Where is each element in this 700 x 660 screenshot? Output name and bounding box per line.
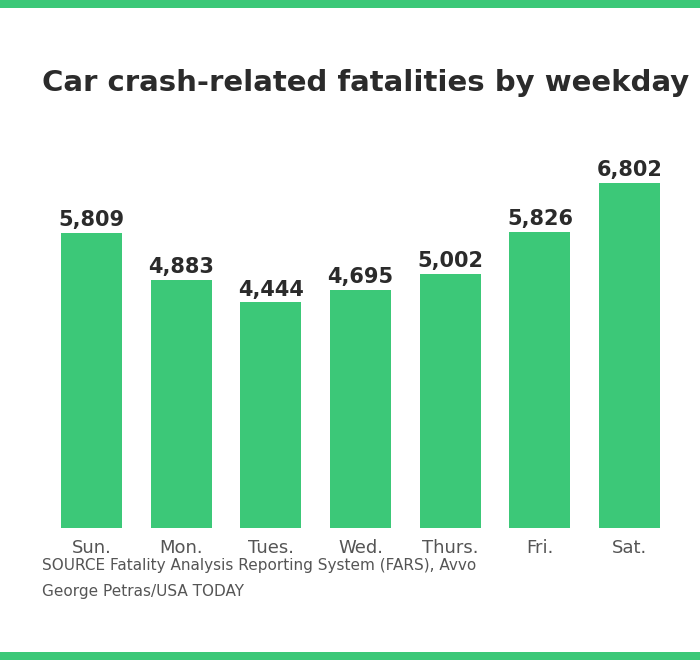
Text: SOURCE Fatality Analysis Reporting System (FARS), Avvo: SOURCE Fatality Analysis Reporting Syste… xyxy=(42,558,476,573)
Text: George Petras/USA TODAY: George Petras/USA TODAY xyxy=(42,584,244,599)
Bar xyxy=(420,274,481,528)
Text: Car crash-related fatalities by weekday in 2016: Car crash-related fatalities by weekday … xyxy=(42,69,700,97)
Bar xyxy=(510,232,570,528)
Text: 5,826: 5,826 xyxy=(507,209,573,230)
Text: 4,444: 4,444 xyxy=(238,280,304,300)
Bar xyxy=(150,280,211,528)
Bar xyxy=(240,302,301,528)
Bar xyxy=(599,183,660,528)
Text: 5,002: 5,002 xyxy=(417,251,483,271)
Text: 4,695: 4,695 xyxy=(328,267,393,287)
Text: 6,802: 6,802 xyxy=(596,160,663,180)
Bar xyxy=(61,233,122,528)
Bar xyxy=(330,290,391,528)
Text: 5,809: 5,809 xyxy=(58,211,125,230)
Text: 4,883: 4,883 xyxy=(148,257,214,277)
